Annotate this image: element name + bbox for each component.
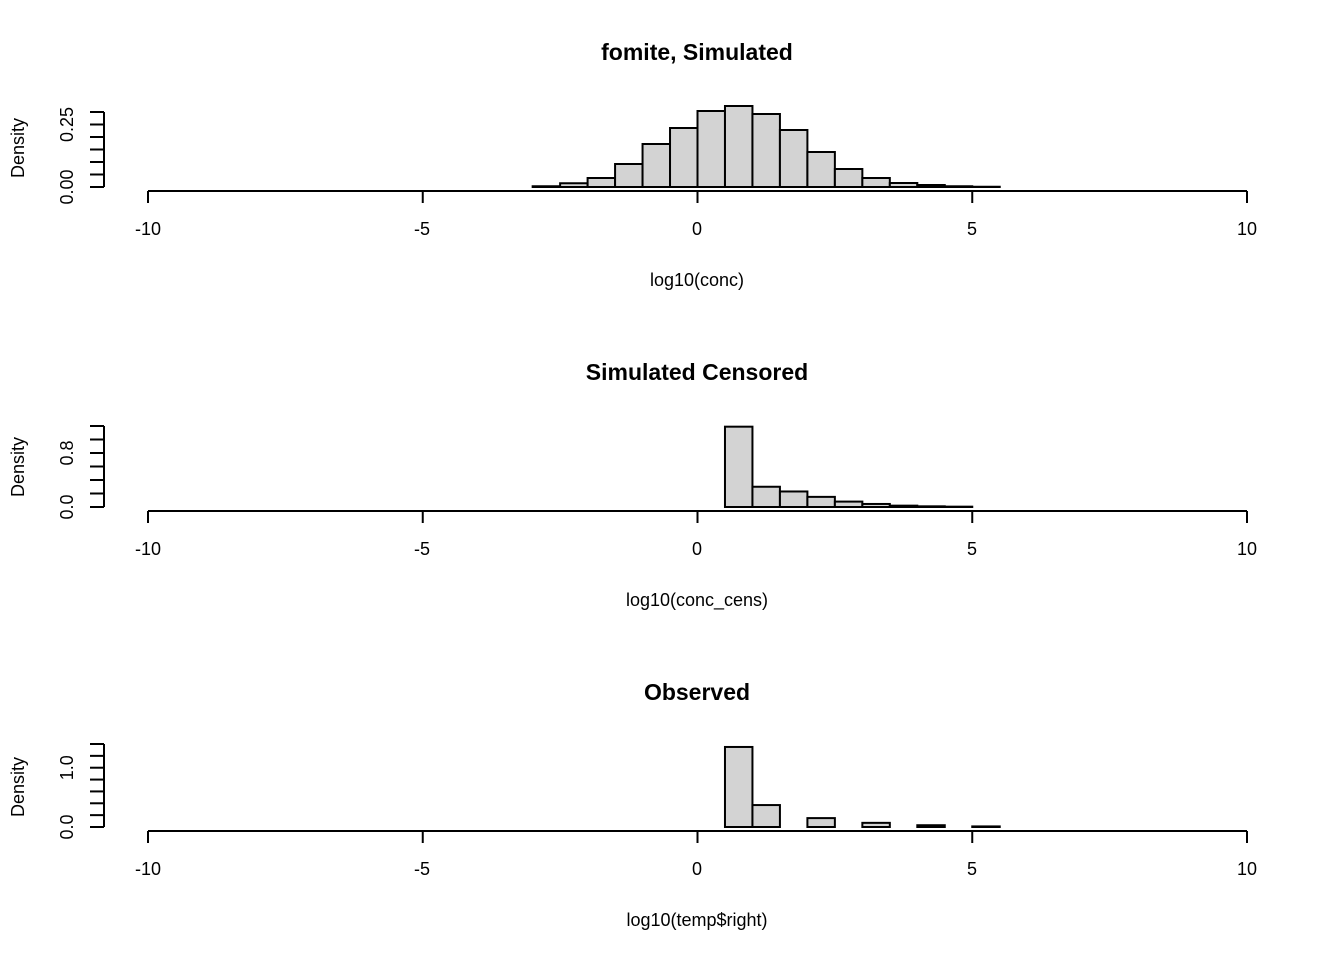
histogram-bar [751, 485, 781, 508]
histogram-bar [916, 505, 946, 509]
histogram-bar [778, 490, 809, 509]
x-tick-label: 5 [967, 539, 977, 559]
panel-observed: Observed Density log10(temp$right) -10 -… [8, 679, 1257, 930]
histogram-bar [916, 824, 946, 829]
y-tick-label: 0.25 [57, 107, 77, 142]
x-axis-label: log10(temp$right) [626, 910, 767, 930]
axes [90, 425, 1248, 523]
histogram-bar [641, 143, 672, 188]
histogram-bar [833, 500, 864, 509]
x-tick-label: -5 [414, 539, 430, 559]
histogram-bar [943, 185, 974, 188]
histogram-bars [723, 745, 1001, 829]
histogram-bar [888, 182, 919, 188]
y-axis-label: Density [8, 437, 28, 497]
histogram-bar [723, 105, 754, 188]
histogram-bar [614, 163, 644, 188]
x-tick-label: -5 [414, 219, 430, 239]
histogram-bar [833, 168, 864, 188]
panel-title: Observed [644, 679, 750, 705]
histogram-bar [806, 495, 836, 508]
histogram-bar [888, 504, 919, 508]
histogram-bar [696, 110, 726, 188]
x-tick-label: 0 [692, 859, 702, 879]
y-tick-label: 1.0 [57, 755, 77, 780]
y-tick-label: 0.0 [57, 814, 77, 839]
x-tick-label: 5 [967, 219, 977, 239]
x-axis-label: log10(conc_cens) [626, 590, 768, 611]
x-tick-label: 10 [1237, 219, 1257, 239]
x-tick-label: -5 [414, 859, 430, 879]
y-tick-label: 0.0 [57, 494, 77, 519]
y-tick-label: 0.00 [57, 169, 77, 204]
histogram-bar [806, 151, 836, 188]
histogram-bar [861, 177, 891, 188]
histogram-bar [723, 425, 754, 508]
histogram-bar [778, 129, 809, 188]
histogram-bar [751, 113, 781, 188]
panel-simulated-censored: Simulated Censored Density log10(conc_ce… [8, 359, 1257, 611]
x-tick-label: -10 [135, 219, 161, 239]
x-tick-label: 10 [1237, 539, 1257, 559]
axes [90, 743, 1248, 843]
y-axis-label: Density [8, 118, 28, 178]
histogram-bar [559, 182, 589, 188]
x-tick-label: -10 [135, 859, 161, 879]
histogram-bars [531, 105, 1001, 188]
histogram-bar [531, 185, 562, 188]
histogram-bar [586, 177, 617, 188]
x-tick-label: 0 [692, 219, 702, 239]
x-tick-label: -10 [135, 539, 161, 559]
panel-fomite-simulated: fomite, Simulated Density log10(conc) -1… [8, 39, 1257, 290]
histogram-bar [971, 825, 1001, 829]
x-tick-label: 0 [692, 539, 702, 559]
histogram-bar [861, 821, 891, 828]
histogram-bar [669, 127, 699, 188]
y-axis-label: Density [8, 757, 28, 817]
histogram-bar [861, 502, 891, 508]
y-tick-label: 0.8 [57, 440, 77, 465]
axes [90, 111, 1248, 203]
x-tick-label: 10 [1237, 859, 1257, 879]
histogram-bar [751, 804, 781, 828]
panel-title: Simulated Censored [586, 359, 808, 385]
histogram-bar [723, 745, 754, 829]
histogram-bars [723, 425, 974, 509]
histogram-bar [916, 184, 946, 188]
x-tick-label: 5 [967, 859, 977, 879]
x-axis-label: log10(conc) [650, 270, 744, 290]
panel-title: fomite, Simulated [601, 39, 793, 65]
histogram-bar [806, 817, 836, 828]
